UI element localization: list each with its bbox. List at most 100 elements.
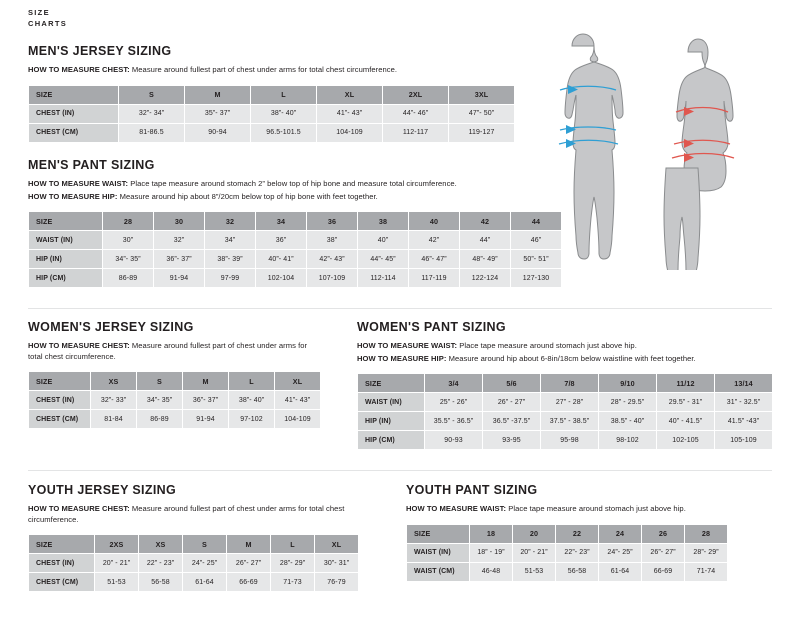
- table-youth-jersey: SIZE 2XS XS S M L XL CHEST (IN) 20” - 21” 22” - 2…: [28, 534, 359, 592]
- table-row-label: WAIST (IN): [357, 392, 425, 412]
- table-men-jersey: SIZE S M L XL 2XL 3XL CHEST (IN) 32”- 34” 35”- 37…: [28, 84, 515, 143]
- table-header-cell: M: [184, 84, 251, 105]
- table-header-cell: 28: [102, 211, 154, 231]
- table-header-row: SIZE 28 30 32 34 36 38 40 42 44: [28, 211, 562, 231]
- table-cell: 40”- 41”: [255, 249, 307, 269]
- howto-line: HOW TO MEASURE WAIST: Place tape measure…: [28, 179, 510, 190]
- howto-line: HOW TO MEASURE WAIST: Place tape measure…: [357, 341, 772, 352]
- table-cell: 119-127: [448, 122, 515, 143]
- female-chest-arrow: [684, 107, 694, 116]
- table-header-cell: 32: [204, 211, 256, 231]
- table-row-label: WAIST (CM): [406, 561, 470, 582]
- table-cell: 98-102: [598, 430, 657, 450]
- table-cell: 76-79: [314, 572, 359, 592]
- table-header-cell: 2XL: [382, 84, 449, 105]
- table-cell: 97-102: [228, 409, 275, 429]
- table-cell: 30”- 31”: [314, 553, 359, 573]
- table-row-label: CHEST (CM): [28, 122, 119, 143]
- table-cell: 46”: [510, 230, 562, 250]
- howto-women-jersey: HOW TO MEASURE CHEST: Measure around ful…: [28, 341, 320, 362]
- table-cell: 36”- 37”: [182, 390, 229, 410]
- table-header-label: SIZE: [28, 534, 95, 554]
- table-header-cell: M: [182, 371, 229, 391]
- table-cell: 36.5” -37.5”: [482, 411, 541, 431]
- howto-men-pant: HOW TO MEASURE WAIST: Place tape measure…: [28, 179, 510, 202]
- table-header-cell: M: [226, 534, 271, 554]
- table-header-cell: L: [250, 84, 317, 105]
- table-cell: 51-53: [94, 572, 139, 592]
- table-header-cell: 3/4: [424, 373, 483, 393]
- howto-label: HOW TO MEASURE CHEST:: [28, 341, 130, 350]
- table-header-row: SIZE XS S M L XL: [28, 371, 321, 391]
- table-cell: 26”- 27”: [226, 553, 271, 573]
- table-cell: 51-53: [512, 561, 556, 582]
- table-header-label: SIZE: [357, 373, 425, 393]
- table-cell: 22”- 23”: [555, 542, 599, 563]
- section-women-pant: WOMEN'S PANT SIZING HOW TO MEASURE WAIST…: [357, 320, 773, 450]
- table-cell: 105-109: [714, 430, 773, 450]
- table-cell: 44”- 46”: [382, 103, 449, 124]
- table-cell: 29.5” - 31”: [656, 392, 715, 412]
- female-waist-arrow: [684, 139, 694, 148]
- section-men-pant: MEN'S PANT SIZING HOW TO MEASURE WAIST: …: [28, 158, 562, 288]
- table-header-cell: 7/8: [540, 373, 599, 393]
- table-header-cell: XS: [138, 534, 183, 554]
- table-row-label: CHEST (IN): [28, 390, 91, 410]
- howto-text: Measure around hip about 6-8in/18cm belo…: [446, 353, 696, 363]
- table-header-cell: 11/12: [656, 373, 715, 393]
- table-cell: 25” - 26”: [424, 392, 483, 412]
- male-waist-arrow: [566, 125, 576, 134]
- table-cell: 117-119: [408, 268, 460, 288]
- table-cell: 42”: [408, 230, 460, 250]
- table-cell: 32”- 33”: [90, 390, 137, 410]
- table-row: CHEST (CM) 51-53 56-58 61-64 66-69 71-73 76-79: [28, 572, 359, 592]
- section-divider: [28, 470, 772, 471]
- table-cell: 107-109: [306, 268, 358, 288]
- table-row: CHEST (IN) 20” - 21” 22” - 23” 24”- 25” 26”-…: [28, 553, 359, 573]
- howto-youth-pant: HOW TO MEASURE WAIST: Place tape measure…: [406, 504, 724, 515]
- howto-line: HOW TO MEASURE CHEST: Measure around ful…: [28, 341, 320, 362]
- female-chest-line: [675, 106, 729, 113]
- table-cell: 38”- 40”: [228, 390, 275, 410]
- table-row-label: CHEST (IN): [28, 553, 95, 573]
- howto-label: HOW TO MEASURE WAIST:: [28, 179, 129, 188]
- table-header-row: SIZE S M L XL 2XL 3XL: [28, 84, 515, 105]
- page-title-line2: CHARTS: [28, 18, 68, 28]
- section-youth-jersey: YOUTH JERSEY SIZING HOW TO MEASURE CHEST…: [28, 483, 359, 592]
- female-body-figure: [663, 38, 735, 278]
- howto-text: Measure around fullest part of chest und…: [129, 65, 398, 74]
- table-cell: 38”- 39”: [204, 249, 256, 269]
- table-cell: 90-94: [184, 122, 251, 143]
- table-cell: 127-130: [510, 268, 562, 288]
- female-hip-arrow: [684, 153, 694, 162]
- howto-label: HOW TO MEASURE WAIST:: [406, 504, 507, 513]
- table-header-cell: 13/14: [714, 373, 773, 393]
- table-cell: 35”- 37”: [184, 103, 251, 124]
- table-cell: 31” - 32.5”: [714, 392, 773, 412]
- table-cell: 40” - 41.5”: [656, 411, 715, 431]
- table-cell: 95-98: [540, 430, 599, 450]
- table-cell: 102-105: [656, 430, 715, 450]
- table-row: CHEST (CM) 81-86.5 90-94 96.5-101.5 104-109 1…: [28, 122, 515, 143]
- table-row: HIP (CM) 90-93 93-95 95-98 98-102 102-105 105-…: [357, 430, 773, 450]
- table-cell: 26”- 27”: [641, 542, 685, 563]
- table-header-row: SIZE 18 20 22 24 26 28: [406, 523, 728, 544]
- table-header-cell: 38: [357, 211, 409, 231]
- table-cell: 66-69: [226, 572, 271, 592]
- table-cell: 56-58: [555, 561, 599, 582]
- table-cell: 20” - 21”: [512, 542, 556, 563]
- table-cell: 50”- 51”: [510, 249, 562, 269]
- table-header-cell: 36: [306, 211, 358, 231]
- howto-text: Measure around fullest part of chest und…: [28, 504, 345, 524]
- section-title-youth-pant: YOUTH PANT SIZING: [406, 483, 538, 497]
- table-cell: 30”: [102, 230, 154, 250]
- table-header-cell: 42: [459, 211, 511, 231]
- section-youth-pant: YOUTH PANT SIZING HOW TO MEASURE WAIST: …: [406, 483, 728, 582]
- table-cell: 102-104: [255, 268, 307, 288]
- howto-label: HOW TO MEASURE CHEST:: [28, 504, 130, 513]
- table-cell: 96.5-101.5: [250, 122, 317, 143]
- table-cell: 41.5” -43”: [714, 411, 773, 431]
- howto-line: HOW TO MEASURE WAIST: Place tape measure…: [406, 504, 724, 515]
- table-header-cell: 26: [641, 523, 685, 544]
- table-cell: 112-117: [382, 122, 449, 143]
